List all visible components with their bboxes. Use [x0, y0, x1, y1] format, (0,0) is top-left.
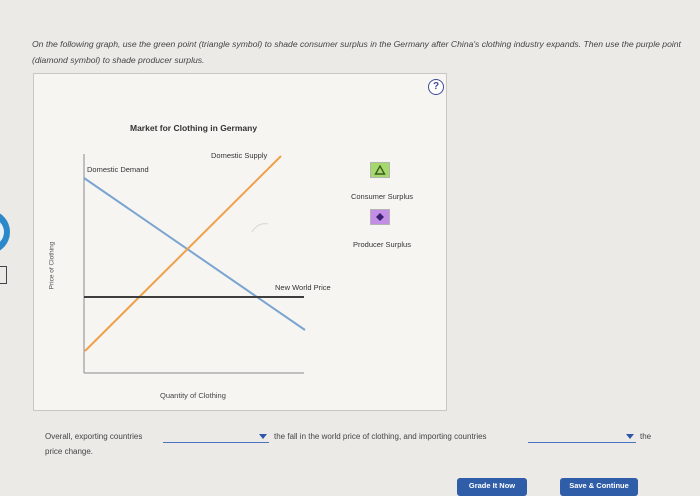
triangle-icon [374, 164, 386, 175]
importing-countries-dropdown[interactable] [528, 434, 636, 443]
grade-it-now-button[interactable]: Grade It Now [457, 478, 527, 496]
graph-panel [33, 73, 447, 411]
diamond-icon [376, 213, 384, 221]
save-continue-button[interactable]: Save & Continue [560, 478, 638, 496]
producer-surplus-tool[interactable] [370, 209, 390, 225]
side-tab[interactable] [0, 210, 10, 254]
question-part1: Overall, exporting countries [45, 432, 143, 441]
help-button[interactable]: ? [428, 79, 444, 95]
question-part4: price change. [45, 447, 94, 456]
domestic-demand-curve [83, 177, 306, 331]
chevron-down-icon [259, 434, 267, 439]
consumer-surplus-label: Consumer Surplus [350, 192, 414, 201]
question-part2: the fall in the world price of clothing,… [274, 432, 487, 441]
exporting-countries-dropdown[interactable] [163, 434, 269, 443]
side-tab-inner [0, 218, 4, 246]
domestic-supply-curve [84, 155, 282, 352]
world-price-label: New World Price [275, 283, 331, 292]
graph-title: Market for Clothing in Germany [130, 123, 258, 133]
chevron-down-icon [626, 434, 634, 439]
x-axis-label: Quantity of Clothing [160, 391, 226, 400]
producer-surplus-label: Producer Surplus [353, 240, 411, 249]
faint-arc [251, 223, 269, 233]
y-axis-label: Price of Clothing [48, 241, 56, 290]
supply-curve-label: Domestic Supply [211, 151, 268, 160]
consumer-surplus-tool[interactable] [370, 162, 390, 178]
side-bracket-icon [0, 266, 7, 284]
question-part3: the [640, 432, 652, 441]
demand-curve-label: Domestic Demand [87, 165, 149, 174]
instructions-text: On the following graph, use the green po… [32, 39, 681, 65]
